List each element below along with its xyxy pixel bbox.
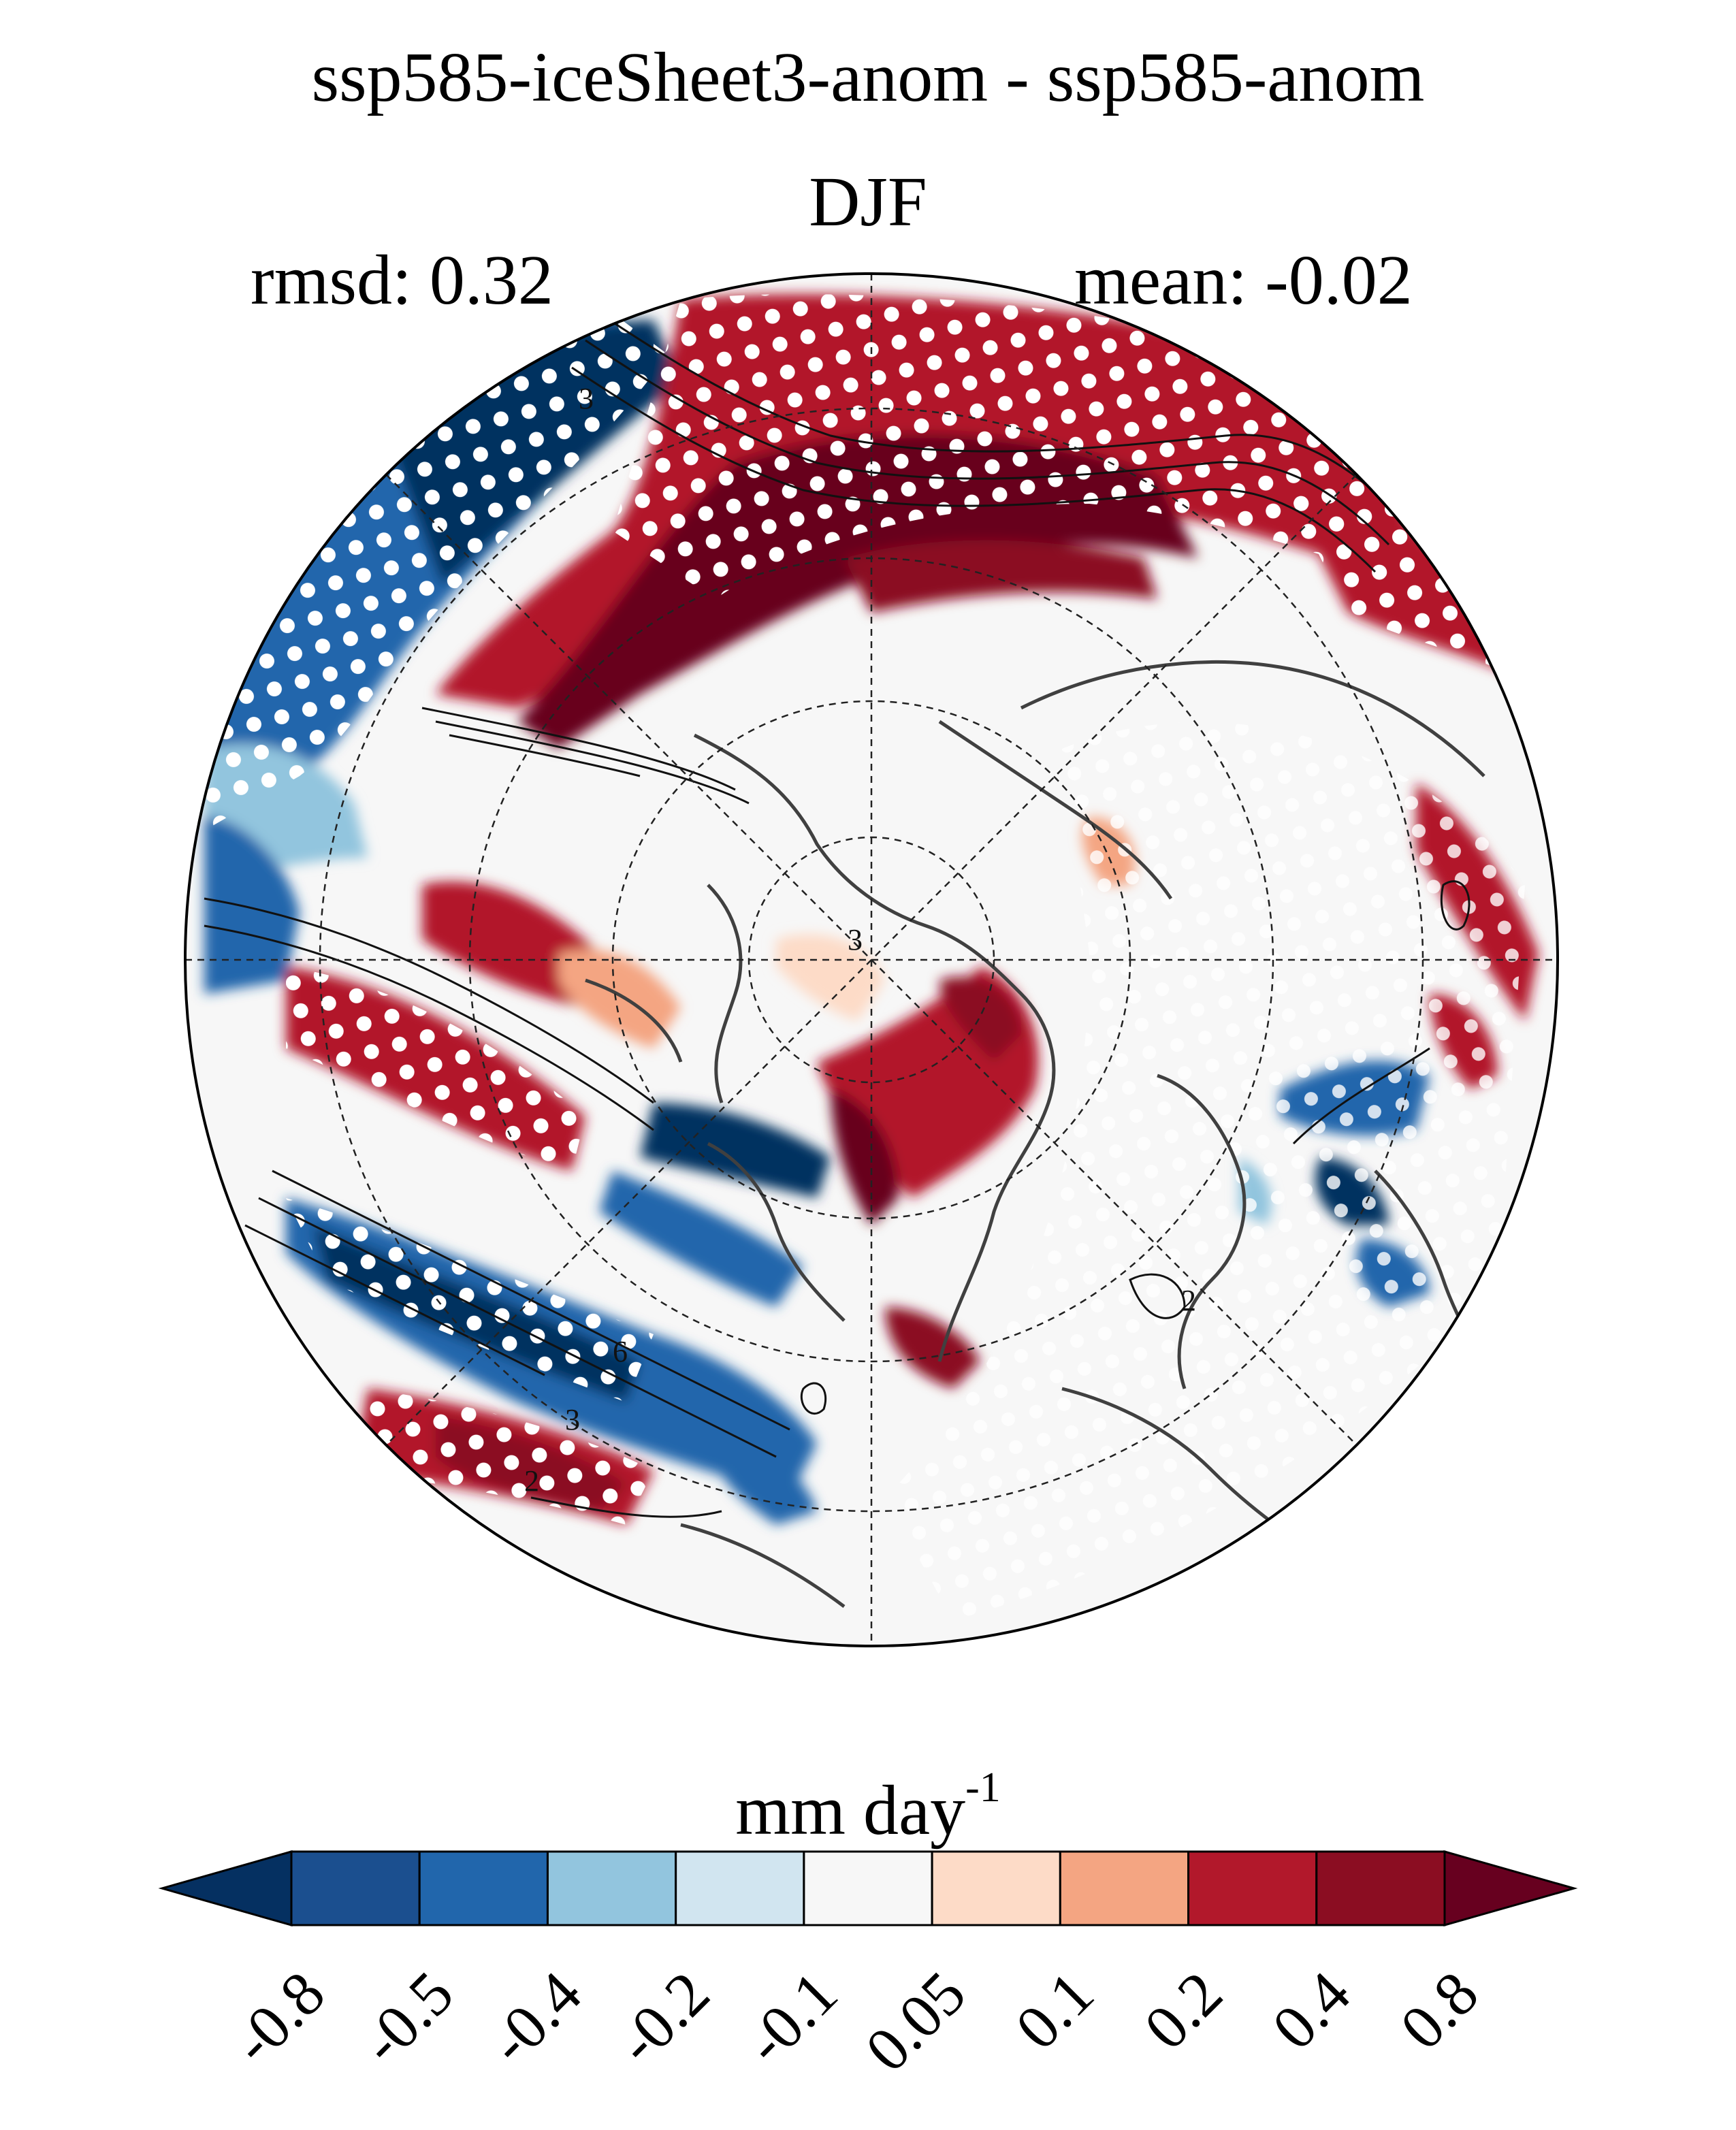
contour-label: 3 <box>579 382 594 415</box>
colorbar-segment <box>931 1850 1061 1926</box>
contour-label: 3 <box>565 1403 580 1436</box>
colorbar-title: mm day-1 <box>0 1766 1736 1846</box>
colorbar-unit: mm day <box>735 1771 966 1850</box>
colorbar-segment <box>1187 1850 1318 1926</box>
contour-lines <box>204 312 1470 1518</box>
contour-label: 3 <box>848 923 863 956</box>
colorbar-extend-min <box>158 1850 293 1926</box>
colorbar-segment <box>290 1850 421 1926</box>
graticule <box>185 274 1558 1646</box>
colorbar-unit-exponent: -1 <box>965 1764 1001 1811</box>
contour-label: 6 <box>613 1335 628 1368</box>
colorbar-segment <box>1315 1850 1446 1926</box>
contour-label: 2 <box>524 1464 539 1498</box>
stippling <box>204 294 1525 1620</box>
rmsd-label: rmsd: 0.32 <box>251 241 553 319</box>
colorbar-segment <box>803 1850 933 1926</box>
colorbar-extend-max <box>1443 1850 1578 1926</box>
colorbar-segment <box>418 1850 549 1926</box>
colorbar-segment <box>1059 1850 1190 1926</box>
map-disk: 3 3 3 2 6 2 <box>185 274 1558 1646</box>
colorbar-segment <box>546 1850 677 1926</box>
map-border <box>184 272 1559 1647</box>
colorbar-segment <box>675 1850 805 1926</box>
contour-label: 2 <box>1181 1284 1196 1317</box>
plot-title: ssp585-iceSheet3-anom - ssp585-anom <box>311 38 1425 116</box>
season-label: DJF <box>809 163 927 241</box>
mean-label: mean: -0.02 <box>1074 241 1413 319</box>
contour-label-group: 3 3 3 2 6 2 <box>524 382 1196 1498</box>
